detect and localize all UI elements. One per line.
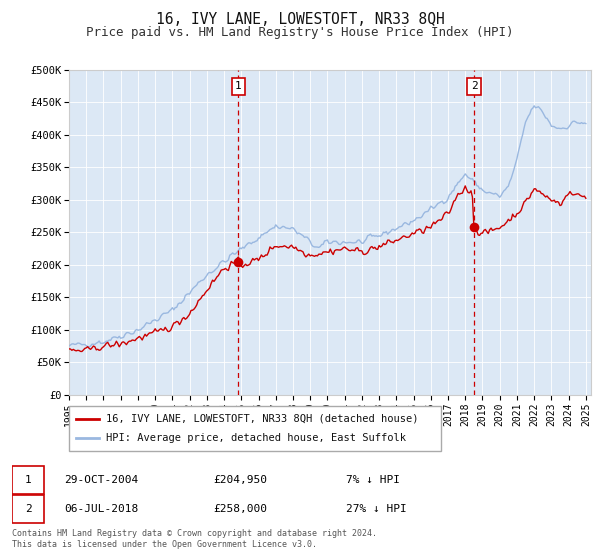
Text: 16, IVY LANE, LOWESTOFT, NR33 8QH: 16, IVY LANE, LOWESTOFT, NR33 8QH xyxy=(155,12,445,27)
FancyBboxPatch shape xyxy=(12,466,44,494)
FancyBboxPatch shape xyxy=(69,406,441,451)
Text: 06-JUL-2018: 06-JUL-2018 xyxy=(64,505,138,514)
Text: 1: 1 xyxy=(25,475,32,485)
Text: 1: 1 xyxy=(235,81,242,91)
FancyBboxPatch shape xyxy=(12,496,44,523)
Text: 2: 2 xyxy=(470,81,478,91)
Text: 27% ↓ HPI: 27% ↓ HPI xyxy=(346,505,407,514)
Text: 16, IVY LANE, LOWESTOFT, NR33 8QH (detached house): 16, IVY LANE, LOWESTOFT, NR33 8QH (detac… xyxy=(106,413,419,423)
Text: £204,950: £204,950 xyxy=(214,475,268,485)
Text: Price paid vs. HM Land Registry's House Price Index (HPI): Price paid vs. HM Land Registry's House … xyxy=(86,26,514,39)
Text: Contains HM Land Registry data © Crown copyright and database right 2024.
This d: Contains HM Land Registry data © Crown c… xyxy=(12,529,377,549)
Text: 7% ↓ HPI: 7% ↓ HPI xyxy=(346,475,400,485)
Text: 29-OCT-2004: 29-OCT-2004 xyxy=(64,475,138,485)
Text: HPI: Average price, detached house, East Suffolk: HPI: Average price, detached house, East… xyxy=(106,433,406,444)
Text: 2: 2 xyxy=(25,505,32,514)
Text: £258,000: £258,000 xyxy=(214,505,268,514)
